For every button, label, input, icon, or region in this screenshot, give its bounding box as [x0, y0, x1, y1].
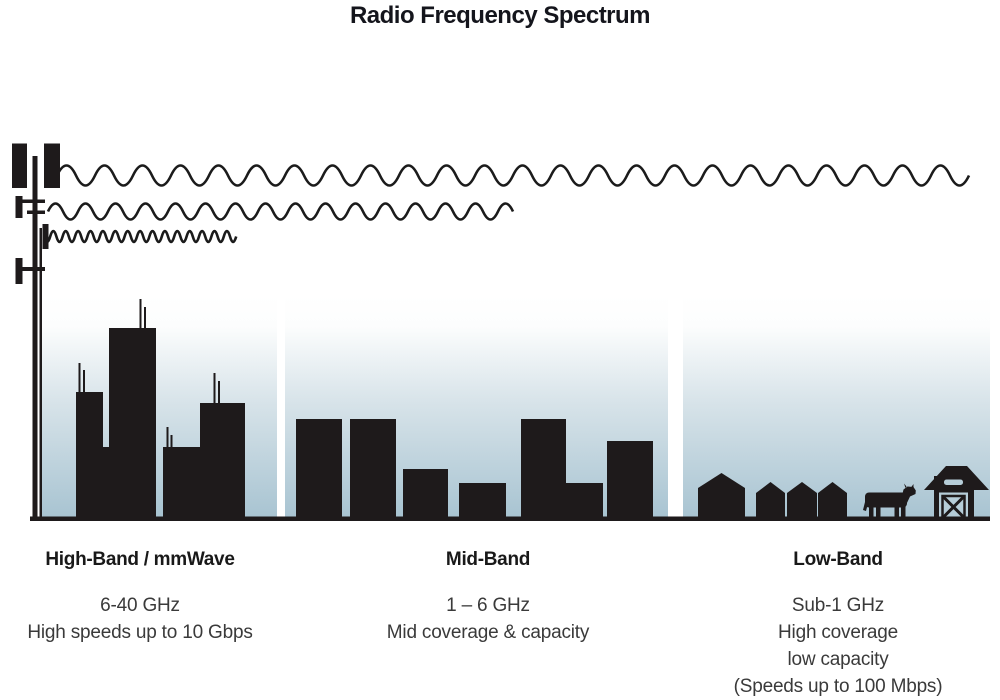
- house-icon: [818, 482, 847, 520]
- low-band-label: Low-Band: [793, 549, 883, 570]
- mid-band-frequency: 1 – 6 GHz: [446, 595, 530, 616]
- ground-line: [30, 516, 990, 521]
- house-icon: [756, 482, 785, 520]
- high-band-speed: High speeds up to 10 Gbps: [27, 622, 253, 643]
- high-frequency-wave: [42, 229, 238, 244]
- mid-band-description: 1 – 6 GHz Mid coverage & capacity: [348, 592, 628, 646]
- low-band-description: Sub-1 GHz High coverage low capacity (Sp…: [698, 592, 978, 700]
- mid-band-sky-panel: [285, 295, 668, 520]
- cow-icon: [863, 483, 916, 518]
- page-title: Radio Frequency Spectrum: [349, 2, 651, 29]
- low-frequency-wave: [55, 164, 971, 187]
- low-band-capacity: low capacity: [787, 649, 889, 670]
- cell-tower-icon: [12, 143, 60, 520]
- mid-band-label: Mid-Band: [445, 549, 531, 570]
- high-band-description: 6-40 GHz High speeds up to 10 Gbps: [10, 592, 270, 646]
- high-band-label: High-Band / mmWave: [45, 549, 235, 570]
- low-band-frequency: Sub-1 GHz: [791, 595, 885, 616]
- low-band-speed: (Speeds up to 100 Mbps): [733, 676, 943, 697]
- radio-waves: [42, 164, 971, 244]
- house-icon: [698, 473, 745, 520]
- town-skyline-icon: [296, 419, 653, 520]
- mid-band-coverage: Mid coverage & capacity: [386, 622, 590, 643]
- low-band-coverage: High coverage: [778, 622, 898, 643]
- mid-frequency-wave: [46, 202, 515, 221]
- city-skyline-icon: [76, 299, 245, 520]
- high-band-frequency: 6-40 GHz: [100, 595, 180, 616]
- house-icon: [787, 482, 817, 520]
